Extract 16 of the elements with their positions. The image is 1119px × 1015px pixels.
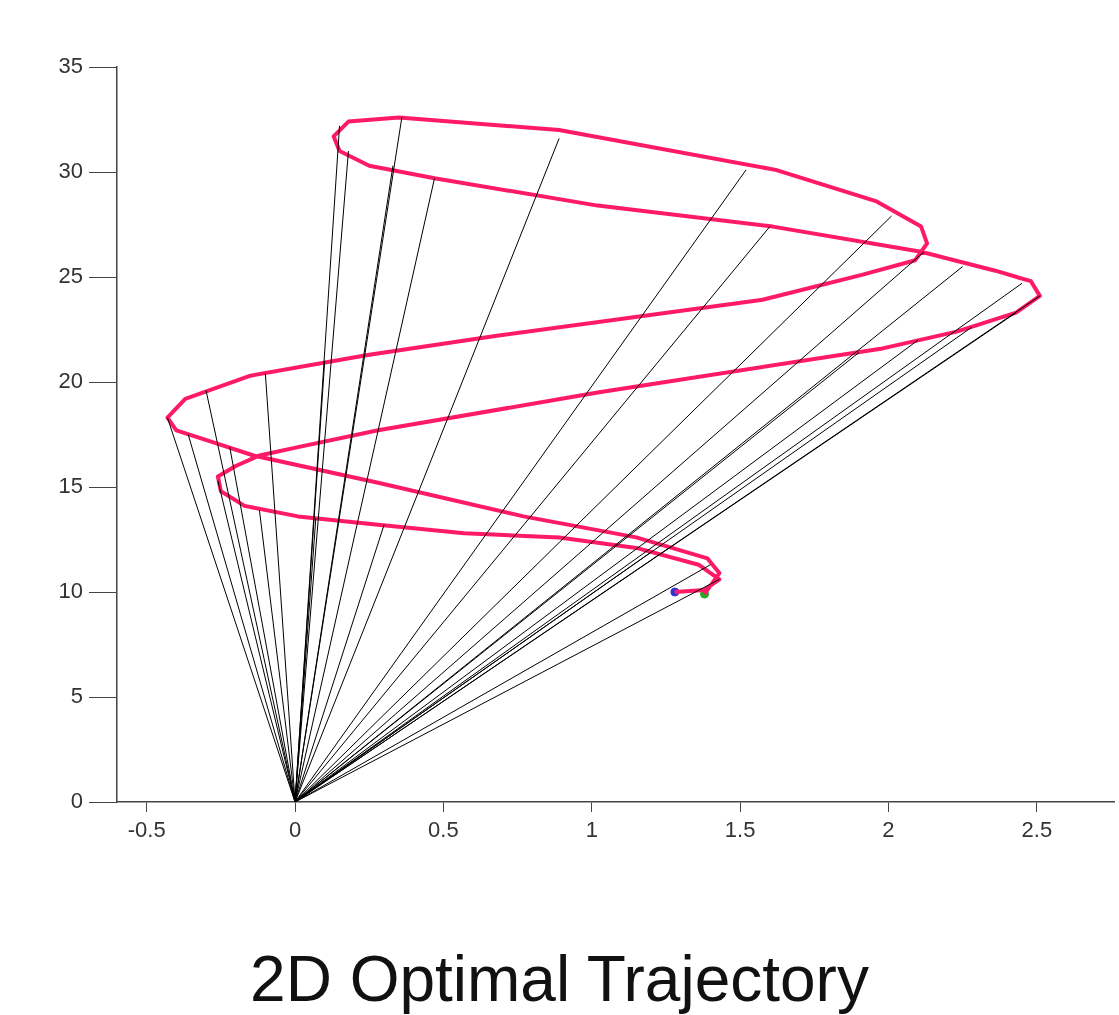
y-tick-label: 5 xyxy=(70,683,83,709)
x-tick-label: 0 xyxy=(288,817,302,843)
text: 2D Optimal Trajectory xyxy=(249,943,870,1015)
y-tick-label: 15 xyxy=(58,473,83,499)
y-tick-label: 30 xyxy=(58,158,83,184)
x-tick-label: 1 xyxy=(585,817,598,843)
x-tick-label: 2 xyxy=(882,817,895,843)
y-tick-label: 10 xyxy=(58,578,83,604)
x-tick-label: 1.5 xyxy=(724,817,756,843)
y-tick-label: 0 xyxy=(70,788,83,814)
y-tick-label: 25 xyxy=(58,263,83,289)
x-tick-label: 2.5 xyxy=(1021,817,1053,843)
x-tick-label: 0.5 xyxy=(428,817,459,843)
x-tick-label: -0.5 xyxy=(127,817,166,843)
y-tick-label: 35 xyxy=(58,53,83,79)
y-tick-label: 20 xyxy=(58,368,83,394)
